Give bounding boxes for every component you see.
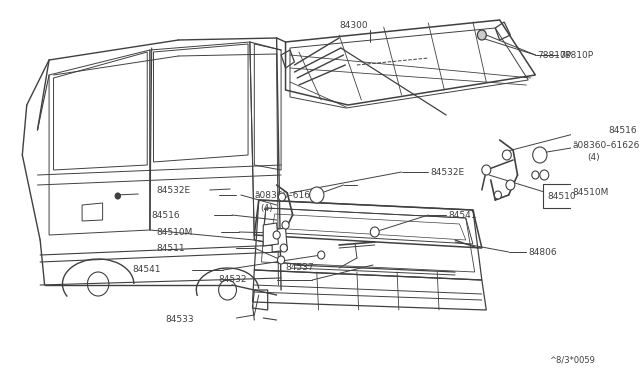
- Text: 78810P: 78810P: [537, 51, 572, 60]
- Text: 84300: 84300: [339, 20, 368, 29]
- Text: (4): (4): [587, 153, 600, 161]
- Circle shape: [506, 180, 515, 190]
- Text: 84541: 84541: [132, 266, 161, 275]
- Text: 84806: 84806: [528, 247, 557, 257]
- Text: 84511: 84511: [156, 244, 185, 253]
- Circle shape: [532, 171, 539, 179]
- Circle shape: [540, 170, 548, 180]
- Text: (4): (4): [260, 203, 273, 212]
- Circle shape: [482, 165, 491, 175]
- Text: 84532E: 84532E: [156, 186, 190, 195]
- Circle shape: [115, 193, 120, 199]
- Circle shape: [317, 251, 324, 259]
- FancyBboxPatch shape: [543, 184, 603, 208]
- Polygon shape: [272, 228, 287, 252]
- Text: 84532E: 84532E: [430, 167, 464, 176]
- Circle shape: [494, 191, 502, 199]
- Text: 84516: 84516: [152, 211, 180, 219]
- Circle shape: [502, 150, 511, 160]
- Text: ^8/3*0059: ^8/3*0059: [548, 356, 595, 365]
- Circle shape: [280, 244, 287, 252]
- Text: ã08360–61626: ã08360–61626: [573, 141, 640, 150]
- Text: S: S: [537, 151, 543, 160]
- Text: 84516: 84516: [609, 125, 637, 135]
- Text: 84510: 84510: [547, 192, 575, 201]
- Polygon shape: [263, 223, 278, 246]
- Text: 84541: 84541: [448, 211, 476, 219]
- Circle shape: [278, 193, 285, 201]
- Circle shape: [282, 221, 289, 229]
- Text: 84537: 84537: [285, 263, 314, 273]
- Text: 84532: 84532: [219, 276, 247, 285]
- Circle shape: [273, 231, 280, 239]
- Text: 84533: 84533: [165, 315, 194, 324]
- Text: S: S: [314, 190, 319, 199]
- Circle shape: [532, 147, 547, 163]
- Circle shape: [278, 256, 285, 264]
- Text: 84510M: 84510M: [156, 228, 193, 237]
- Text: ã08360–61626: ã08360–61626: [254, 190, 322, 199]
- Circle shape: [477, 30, 486, 40]
- Circle shape: [310, 187, 324, 203]
- Text: 84510M: 84510M: [573, 187, 609, 196]
- Circle shape: [371, 227, 380, 237]
- Text: 78810P: 78810P: [559, 51, 594, 60]
